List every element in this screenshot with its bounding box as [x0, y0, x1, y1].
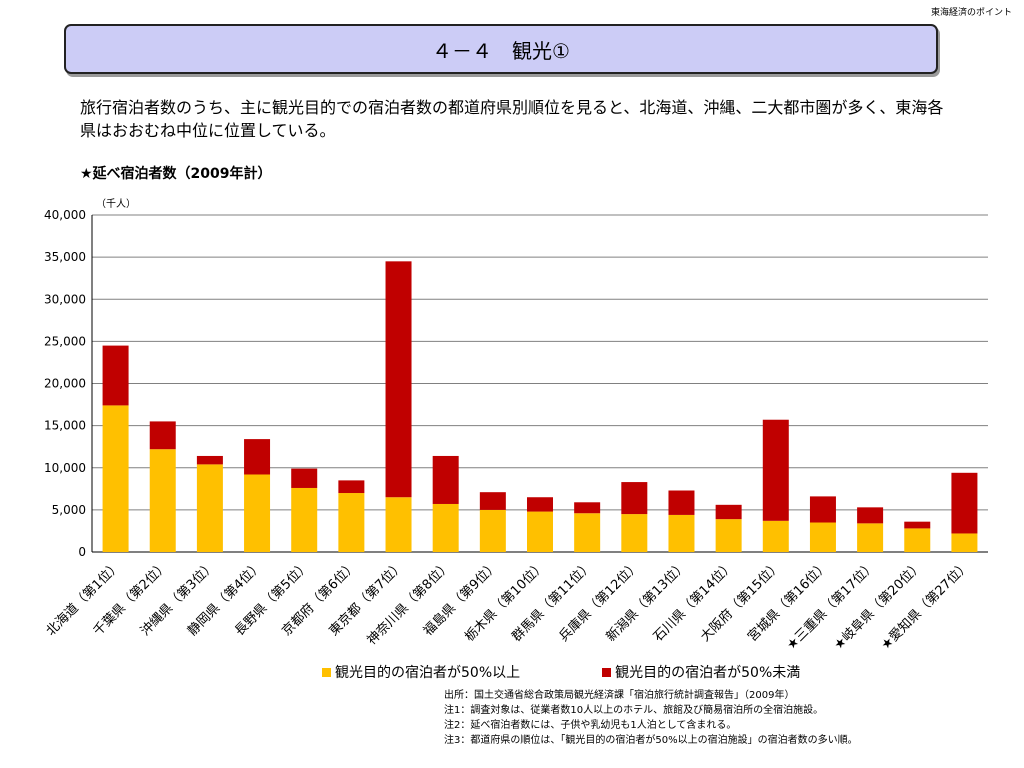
bar-segment-under50: [715, 504, 742, 520]
y-unit-label: （千人）: [96, 198, 136, 210]
y-tick-label: 30,000: [44, 292, 86, 306]
legend-item-under50: 観光目的の宿泊者が50%未満: [602, 662, 800, 682]
legend-swatch-over50: [322, 667, 331, 677]
bar-segment-over50: [385, 497, 412, 552]
x-tick-label: 新潟県（第13位）: [603, 558, 690, 645]
chart-title: ★延べ宿泊者数（2009年計）: [80, 166, 272, 182]
note-line: 出所：国土交通省総合政策局観光経済課「宿泊旅行統計調査報告」（2009年）: [444, 690, 795, 701]
x-tick-label: ★三重県（第17位）: [783, 558, 879, 654]
y-tick-label: 35,000: [44, 250, 86, 264]
bar-segment-over50: [668, 514, 695, 552]
bar-segment-over50: [338, 493, 365, 552]
bar-segment-over50: [951, 533, 978, 552]
bar-segment-over50: [574, 513, 601, 552]
stacked-bar-chart: （千人） 0 5,000 10,000 15,000 20,000 25,000 30,000…: [44, 198, 988, 654]
bar-segment-under50: [338, 480, 365, 494]
bar-segment-over50: [809, 522, 836, 552]
y-tick-label: 20,000: [44, 377, 86, 391]
bar-segment-over50: [196, 464, 223, 552]
bar-segment-under50: [951, 472, 978, 534]
x-tick-label: ★愛知県（第27位）: [878, 558, 974, 654]
chart-legend: 観光目的の宿泊者が50%以上 観光目的の宿泊者が50%未満: [322, 662, 800, 682]
x-tick-label: ★岐阜県（第20位）: [830, 558, 926, 654]
bar-segment-under50: [102, 345, 129, 406]
bar-segment-under50: [857, 507, 884, 524]
bar-segment-under50: [385, 261, 412, 498]
legend-label-over50: 観光目的の宿泊者が50%以上: [335, 665, 521, 681]
legend-swatch-under50: [602, 667, 612, 677]
bar-segment-under50: [479, 492, 506, 510]
bar-segment-under50: [762, 419, 789, 521]
bar-segment-under50: [574, 502, 601, 514]
bar-segment-under50: [244, 439, 271, 475]
x-tick-label: 宮城県（第16位）: [744, 558, 831, 645]
y-tick-label: 15,000: [44, 419, 86, 433]
bar-segment-over50: [715, 519, 742, 552]
y-tick-label: 10,000: [44, 461, 86, 475]
y-tick-label: 5,000: [52, 503, 86, 517]
y-tick-label: 0: [78, 545, 86, 559]
x-tick-label: 神奈川県（第8位）: [365, 558, 455, 648]
bar-segment-under50: [291, 468, 318, 488]
note-line: 注1：調査対象は、従業者数10人以上のホテル、旅館及び簡易宿泊所の全宿泊施設。: [444, 705, 824, 716]
note-line: 注3：都道府県の順位は、「観光目的の宿泊者が50%以上の宿泊施設」の宿泊者数の多…: [444, 735, 858, 746]
bar-segment-under50: [621, 482, 648, 515]
legend-item-over50: 観光目的の宿泊者が50%以上: [322, 662, 520, 682]
bar-segment-under50: [196, 455, 223, 465]
bar-segment-over50: [102, 405, 129, 552]
x-tick-label: 大阪府（第15位）: [698, 558, 785, 645]
bar-segment-under50: [432, 455, 459, 504]
bar-segment-under50: [149, 421, 176, 450]
bar-segment-over50: [432, 503, 459, 552]
y-tick-label: 25,000: [44, 334, 86, 348]
note-line: 注2：延べ宿泊者数には、子供や乳幼児も1人泊として含まれる。: [444, 720, 737, 731]
bar-segment-under50: [668, 490, 695, 515]
source-notes: 出所：国土交通省総合政策局観光経済課「宿泊旅行統計調査報告」（2009年） 注1…: [444, 688, 858, 748]
bar-segment-under50: [904, 521, 931, 529]
bar-segment-over50: [857, 523, 884, 552]
x-tick-label: 栃木県（第10位）: [462, 558, 549, 645]
bar-segment-over50: [244, 474, 271, 552]
y-tick-label: 40,000: [44, 208, 86, 222]
page-title: ４－４ 観光①: [432, 38, 570, 63]
bar-segment-under50: [809, 496, 836, 523]
bar-segment-over50: [762, 520, 789, 552]
header-corner-label: 東海経済のポイント: [930, 8, 1012, 18]
bar-segment-over50: [527, 511, 553, 552]
bar-segment-over50: [149, 449, 176, 552]
x-tick-label: 群馬県（第11位）: [509, 558, 596, 645]
page-title-box: ４－４ 観光①: [64, 24, 938, 74]
bar-segment-over50: [291, 487, 318, 552]
bar-segment-over50: [479, 509, 506, 552]
bar-segment-over50: [904, 528, 931, 552]
bar-segment-over50: [621, 514, 648, 552]
bar-segment-under50: [527, 497, 553, 512]
legend-label-under50: 観光目的の宿泊者が50%未満: [615, 665, 801, 681]
x-tick-label: 石川県（第14位）: [651, 558, 738, 645]
x-tick-label: 兵庫県（第12位）: [556, 558, 643, 645]
description-text: 旅行宿泊者数のうち、主に観光目的での宿泊者数の都道府県別順位を見ると、北海道、沖…: [80, 98, 944, 140]
